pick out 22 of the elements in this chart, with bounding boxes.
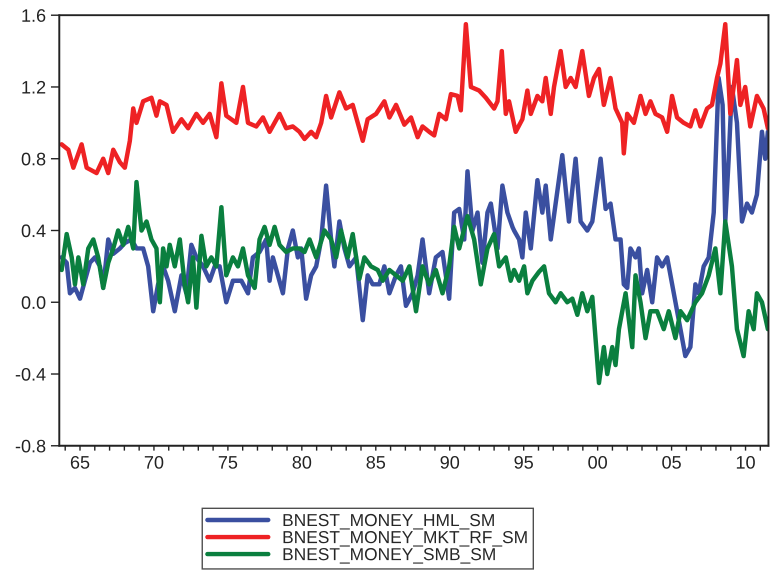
y-tick-label: -0.8: [16, 440, 46, 452]
x-tick-label: 10: [736, 456, 755, 469]
y-tick-label: 1.2: [22, 80, 46, 94]
x-tick-label: 95: [514, 456, 533, 469]
legend-label: BNEST_MONEY_MKT_RF_SM: [284, 530, 527, 547]
x-tick-label: 85: [366, 456, 386, 469]
x-tick-label: 65: [70, 456, 90, 469]
x-tick-label: 70: [144, 456, 164, 469]
line-series: [59, 22, 768, 176]
x-tick-label: 00: [588, 456, 607, 469]
y-tick-label: 0.0: [22, 296, 46, 309]
x-tick-label: 05: [662, 456, 681, 469]
x-tick-label: 90: [440, 456, 460, 469]
line-series: [59, 180, 768, 386]
legend-label: BNEST_MONEY_SMB_SM: [284, 548, 495, 564]
legend-label: BNEST_MONEY_HML_SM: [284, 514, 494, 530]
y-tick-label: 1.6: [22, 9, 46, 22]
y-tick-label: -0.4: [16, 368, 46, 381]
x-tick-label: 75: [218, 456, 238, 469]
y-tick-label: 0.4: [22, 224, 46, 238]
x-tick-label: 80: [292, 456, 312, 469]
y-tick-label: 0.8: [22, 152, 46, 166]
